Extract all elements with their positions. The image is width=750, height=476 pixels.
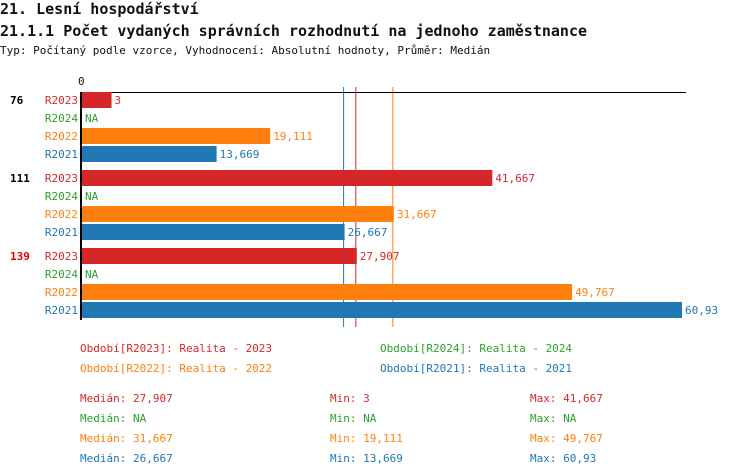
bar-chart: 0 76 R2023 3 R2024 NA R2022 19,111 R2021 13,669 11… [10, 75, 718, 327]
bar-category-label: R2021 [45, 148, 78, 161]
bar-value-label: 3 [115, 94, 122, 107]
legend-item-R2023: Období[R2023]: Realita - 2023 [80, 342, 273, 355]
bar-category-label: R2024 [45, 112, 78, 125]
bar-R2022 [82, 206, 394, 222]
bar-R2023 [82, 248, 357, 264]
bar-value-label: NA [85, 112, 99, 125]
bar-category-label: R2024 [45, 190, 78, 203]
bar-value-label: 13,669 [220, 148, 260, 161]
bar-category-label: R2024 [45, 268, 78, 281]
bar-category-label: R2021 [45, 226, 78, 239]
bar-category-label: R2022 [45, 208, 78, 221]
group-label: 111 [10, 172, 30, 185]
stat-min: Min: 13,669 [330, 452, 403, 465]
legend-item-R2021: Období[R2021]: Realita - 2021 [380, 362, 573, 375]
bar-R2021 [82, 146, 217, 162]
group-label: 139 [10, 250, 30, 263]
page-title: 21. Lesní hospodářství [0, 0, 199, 18]
bar-value-label: 26,667 [348, 226, 388, 239]
stat-max: Max: 41,667 [530, 392, 603, 405]
bar-R2023 [82, 170, 493, 186]
axis-tick-label: 0 [78, 75, 85, 88]
group-label: 76 [10, 94, 24, 107]
bar-R2023 [82, 92, 112, 108]
chart-subtitle: 21.1.1 Počet vydaných správních rozhodnu… [0, 22, 587, 40]
stat-median: Medián: 27,907 [80, 392, 173, 405]
bar-category-label: R2023 [45, 172, 78, 185]
bar-value-label: 49,767 [575, 286, 615, 299]
bar-category-label: R2022 [45, 130, 78, 143]
bar-R2022 [82, 284, 573, 300]
bar-R2021 [82, 224, 345, 240]
bar-value-label: 19,111 [273, 130, 313, 143]
bar-category-label: R2021 [45, 304, 78, 317]
stat-max: Max: NA [530, 412, 577, 425]
legend-item-R2022: Období[R2022]: Realita - 2022 [80, 362, 273, 375]
stat-max: Max: 60,93 [530, 452, 597, 465]
stat-max: Max: 49,767 [530, 432, 603, 445]
bar-R2021 [82, 302, 682, 318]
bar-value-label: 27,907 [360, 250, 400, 263]
chart-info: Typ: Počítaný podle vzorce, Vyhodnocení:… [0, 44, 491, 57]
stat-median: Medián: 26,667 [80, 452, 173, 465]
stat-median: Medián: 31,667 [80, 432, 173, 445]
stat-min: Min: 19,111 [330, 432, 403, 445]
bar-value-label: NA [85, 268, 99, 281]
bar-category-label: R2022 [45, 286, 78, 299]
bar-value-label: 60,93 [685, 304, 718, 317]
bar-category-label: R2023 [45, 250, 78, 263]
bar-value-label: 31,667 [397, 208, 437, 221]
bar-R2022 [82, 128, 271, 144]
stat-min: Min: 3 [330, 392, 370, 405]
legend-item-R2024: Období[R2024]: Realita - 2024 [380, 342, 573, 355]
stat-min: Min: NA [330, 412, 377, 425]
bar-value-label: 41,667 [495, 172, 535, 185]
bar-category-label: R2023 [45, 94, 78, 107]
stat-median: Medián: NA [80, 412, 147, 425]
bar-value-label: NA [85, 190, 99, 203]
